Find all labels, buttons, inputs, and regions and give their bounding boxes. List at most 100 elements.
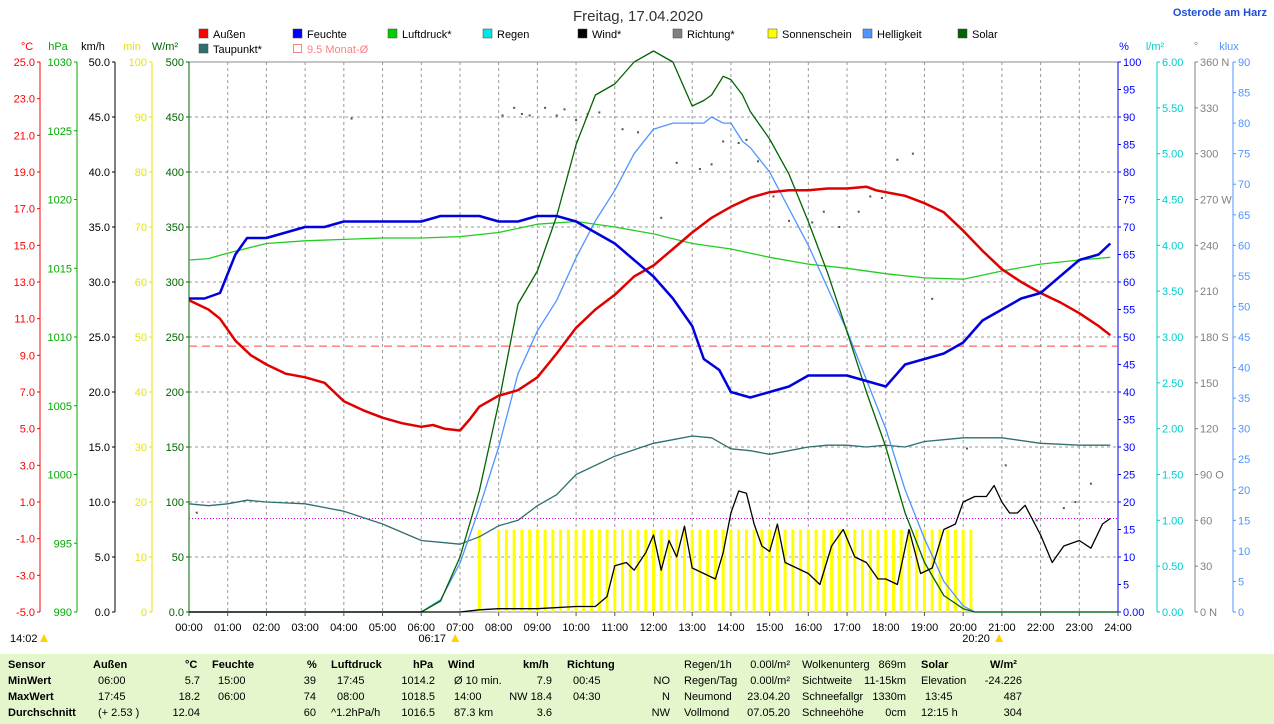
axis-tick-label: 1025 xyxy=(48,126,72,138)
direction-point xyxy=(350,117,353,120)
axis-tick-label: 1000 xyxy=(48,470,72,482)
axis-tick-label: 50 xyxy=(1123,332,1135,344)
stats-rain1h-value: 0.00l/m² xyxy=(750,659,790,671)
x-tick-label: 08:00 xyxy=(485,622,513,634)
axis-tick-label: 20 xyxy=(1238,485,1250,497)
sunshine-bar xyxy=(744,529,748,612)
direction-points xyxy=(195,106,1092,522)
legend-item: 9.5 Monat-Ø xyxy=(293,44,369,56)
axis-tick-label: 80 xyxy=(135,167,147,179)
axis-tick-label: 20 xyxy=(135,497,147,509)
direction-point xyxy=(698,167,701,170)
sunshine-bar xyxy=(528,529,532,612)
stats-min-wind-label: Ø 10 min. xyxy=(454,675,502,687)
stats-max-feuchte-value: 74 xyxy=(303,691,316,703)
stats-cloudbase-label: Wolkenunterg xyxy=(802,659,870,671)
sunshine-bar xyxy=(853,529,857,612)
stats-header-feuchte: Feuchte xyxy=(212,659,255,671)
axis-tick-label: 65 xyxy=(1238,210,1250,222)
axis-tick-label: 15.0 xyxy=(89,442,110,454)
axis-tick-label: 0.0 xyxy=(95,607,110,619)
stats-max-wind-label: 14:00 xyxy=(454,691,482,703)
legend-swatch xyxy=(198,43,209,54)
direction-point xyxy=(931,297,934,300)
x-tick-label: 01:00 xyxy=(214,622,242,634)
direction-point xyxy=(822,210,825,213)
axis-tick-label: 70 xyxy=(1238,179,1250,191)
stats-avg-label: Durchschnitt xyxy=(8,707,76,719)
current-time-icon xyxy=(40,634,48,642)
x-tick-label: 03:00 xyxy=(291,622,319,634)
stats-newmoon-value: 23.04.20 xyxy=(747,691,790,703)
sunshine-bar xyxy=(605,529,609,612)
axis-tick-label: 17.0 xyxy=(14,204,35,216)
stats-max-feuchte-time: 06:00 xyxy=(218,691,246,703)
sunshine-bar xyxy=(713,529,717,612)
axis-tick-label: 9.0 xyxy=(20,350,35,362)
stats-snowdepth-label: Schneehöhe xyxy=(802,707,864,719)
direction-point xyxy=(966,447,969,450)
sunshine-bar xyxy=(667,529,671,612)
sunrise-time: 06:17 xyxy=(418,633,446,645)
sunshine-bars xyxy=(477,529,973,612)
series-line-taupunkt xyxy=(188,435,1111,545)
axes: °C -5.0 -3.0 -1.0 1.0 3.0 5.0 7.0 9.0 11.0 13.0 15.… xyxy=(14,41,1251,619)
axis-tick-label: 3.50 xyxy=(1162,286,1183,298)
series-line-feuchte xyxy=(189,214,1112,399)
stats-newmoon-label: Neumond xyxy=(684,691,732,703)
axis-tick-label: 300 xyxy=(1200,149,1218,161)
axis-tick-label: 55 xyxy=(1238,271,1250,283)
axis-tick-label: 1010 xyxy=(48,332,72,344)
legend-label: Luftdruck* xyxy=(402,29,452,41)
sunshine-bar xyxy=(520,529,524,612)
sunshine-bar xyxy=(915,529,919,612)
sunshine-bar xyxy=(814,529,818,612)
stats-avg-aussen-delta: (+ 2.53 ) xyxy=(98,707,140,719)
axis-tick-label: 3.00 xyxy=(1162,332,1183,344)
sunshine-bar xyxy=(752,529,756,612)
stats-min-feuchte-value: 39 xyxy=(303,675,316,687)
direction-point xyxy=(586,112,589,115)
direction-point xyxy=(745,138,748,141)
series-line-helligkeit xyxy=(189,116,1118,613)
axis-tick-label: 45 xyxy=(1123,360,1135,372)
sunshine-bar xyxy=(675,529,679,612)
axis-tick-label: 90 xyxy=(135,112,147,124)
axis-tick-label: 19.0 xyxy=(14,167,35,179)
stats-max-label: MaxWert xyxy=(8,691,54,703)
direction-point xyxy=(501,114,504,117)
axis-tick-label: 500 xyxy=(166,57,184,69)
axis-tick-label: 1.0 xyxy=(20,497,35,509)
sunshine-bar xyxy=(806,529,810,612)
axis-tick-label: 0 xyxy=(1238,607,1244,619)
direction-point xyxy=(911,152,914,155)
stats-header-wind-unit: km/h xyxy=(523,659,549,671)
axis-tick-label: 90 O xyxy=(1200,470,1224,482)
series-line-außen xyxy=(188,185,1112,432)
sunrise-icon xyxy=(451,634,460,642)
stats-header-wind: Wind xyxy=(448,659,475,671)
axis-tick-label: 0.50 xyxy=(1162,561,1183,573)
stats-avg-feuchte-value: 60 xyxy=(303,707,316,719)
sunshine-bar xyxy=(775,529,779,612)
stats-header-solar: Solar xyxy=(921,659,949,671)
axis-tick-label: 10 xyxy=(1123,552,1135,564)
axis-tick-label: 6.00 xyxy=(1162,57,1183,69)
sunshine-bar xyxy=(551,529,555,612)
x-tick-label: 09:00 xyxy=(524,622,552,634)
series-line-wind xyxy=(189,484,1111,613)
chart-title: Freitag, 17.04.2020 xyxy=(573,8,703,25)
axis-tick-label: 35 xyxy=(1123,415,1135,427)
legend-item: Sonnenschein xyxy=(767,28,852,41)
axis-tick-label: 210 xyxy=(1200,286,1218,298)
stats-header-luftdruck-unit: hPa xyxy=(413,659,434,671)
axis-tick-label: 15 xyxy=(1123,525,1135,537)
axis-tick-label: 5 xyxy=(1238,576,1244,588)
axis-tick-label: 21.0 xyxy=(14,130,35,142)
direction-point xyxy=(1035,519,1038,522)
axis-tick-label: 995 xyxy=(54,538,72,550)
x-tick-label: 23:00 xyxy=(1066,622,1094,634)
sunshine-bar xyxy=(899,529,903,612)
stats-avg-wind-distance: 87.3 km xyxy=(454,707,494,719)
direction-point xyxy=(513,106,516,109)
